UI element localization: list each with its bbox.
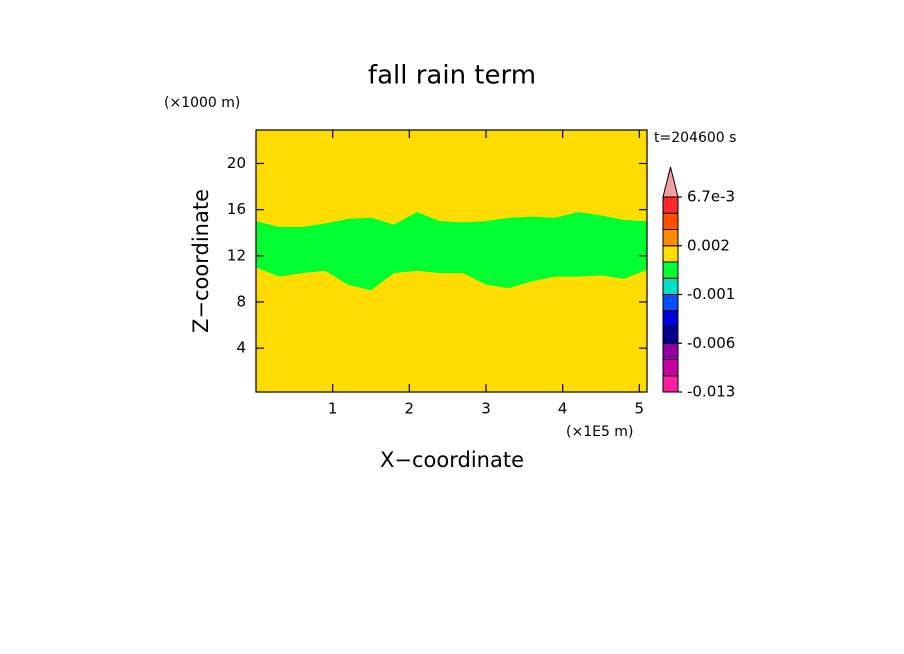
colorbar-box (662, 229, 679, 247)
colorbar-box (662, 326, 679, 344)
chart-title: fall rain term (368, 61, 536, 91)
time-label: t=204600 s (654, 130, 736, 146)
y-tick-label: 8 (236, 292, 246, 310)
colorbar-label: 0.002 (687, 236, 730, 254)
colorbar-label: -0.001 (687, 285, 735, 303)
x-tick-label: 2 (405, 400, 415, 418)
colorbar-box (662, 196, 679, 214)
colorbar-box (662, 342, 679, 360)
colorbar-box (662, 375, 679, 393)
colorbar-box (662, 310, 679, 328)
x-tick-label: 4 (558, 400, 568, 418)
colorbar-label: 6.7e-3 (687, 188, 735, 206)
x-axis-label: X−coordinate (380, 448, 524, 472)
colorbar-box (662, 359, 679, 377)
contour-band (256, 211, 647, 291)
colorbar-label: -0.006 (687, 334, 735, 352)
colorbar-box (662, 277, 679, 295)
x-tick-label: 5 (635, 400, 645, 418)
colorbar-box (662, 212, 679, 230)
colorbar-extension (662, 166, 679, 198)
x-tick-label: 3 (481, 400, 491, 418)
y-tick-label: 12 (227, 246, 246, 264)
plot-frame (255, 129, 648, 393)
y-tick-label: 20 (227, 154, 246, 172)
y-unit: (×1000 m) (164, 95, 240, 111)
colorbar-label: -0.013 (687, 383, 735, 401)
x-unit: (×1E5 m) (566, 424, 633, 440)
y-tick-label: 4 (236, 339, 246, 357)
colorbar-box (662, 294, 679, 312)
colorbar-box (662, 261, 679, 279)
colorbar-box (662, 245, 679, 263)
y-tick-label: 16 (227, 200, 246, 218)
x-tick-label: 1 (328, 400, 338, 418)
y-axis-label: Z−coordinate (189, 189, 213, 333)
